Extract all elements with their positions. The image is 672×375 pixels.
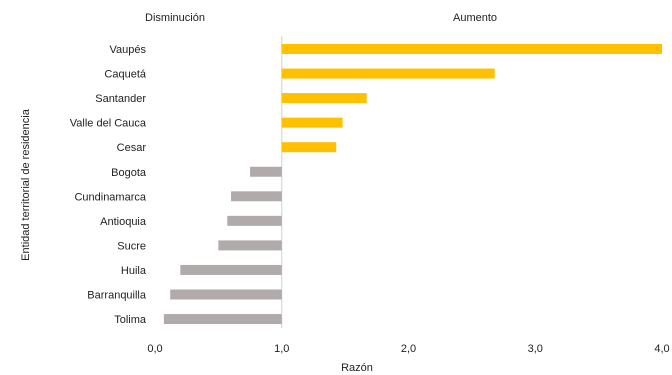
x-tick-label: 3,0 bbox=[528, 343, 543, 355]
bar bbox=[281, 117, 343, 128]
bar bbox=[180, 264, 282, 275]
bar bbox=[281, 68, 495, 79]
category-label: Bogota bbox=[111, 167, 147, 179]
bar bbox=[281, 44, 662, 54]
category-label: Tolima bbox=[114, 314, 147, 326]
category-label: Sucre bbox=[117, 240, 146, 252]
bar bbox=[231, 191, 282, 202]
category-label: Antioquia bbox=[100, 216, 147, 228]
x-tick-label: 4,0 bbox=[654, 343, 669, 355]
y-axis-title: Entidad territorial de residencia bbox=[20, 108, 32, 261]
category-label: Huila bbox=[121, 265, 147, 277]
category-label: Cesar bbox=[117, 142, 147, 154]
header-left-label: Disminución bbox=[145, 12, 205, 24]
category-label: Vaupés bbox=[110, 44, 147, 56]
bar bbox=[281, 93, 367, 104]
x-tick-label: 0,0 bbox=[147, 343, 162, 355]
x-tick-label: 1,0 bbox=[274, 343, 289, 355]
bar bbox=[163, 314, 282, 325]
bar bbox=[281, 142, 337, 153]
category-label: Caquetá bbox=[104, 69, 146, 81]
category-label: Valle del Cauca bbox=[70, 118, 147, 130]
bar bbox=[170, 289, 282, 300]
x-tick-label: 2,0 bbox=[401, 343, 416, 355]
category-label: Cundinamarca bbox=[74, 191, 146, 203]
plot-area: Vaupés Caquetá Santander Valle del Cauca Ces… bbox=[70, 36, 670, 355]
category-label: Barranquilla bbox=[87, 290, 147, 302]
bar bbox=[227, 215, 282, 226]
header-right-label: Aumento bbox=[453, 12, 497, 24]
bar bbox=[250, 166, 282, 177]
x-axis-title: Razón bbox=[341, 362, 373, 374]
category-label: Santander bbox=[95, 93, 146, 105]
bar bbox=[218, 240, 282, 251]
